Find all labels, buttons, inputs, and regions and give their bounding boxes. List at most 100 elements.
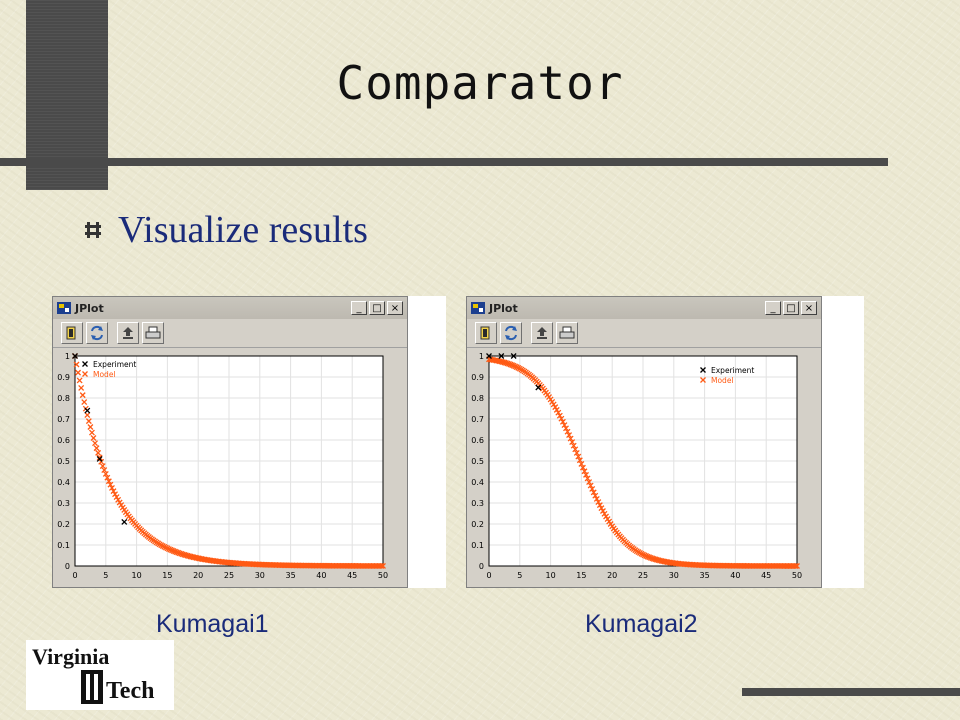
model-point — [589, 486, 596, 492]
x-tick-label: 15 — [162, 571, 172, 580]
model-point — [644, 553, 651, 560]
plot-area: 0 5 10 15 20 25 30 35 40 45 50 0 0.1 0.2 0.3 0.4 0.5 0.6 0… — [467, 348, 821, 587]
window-titlebar[interactable]: JPlot _ □ × — [467, 297, 821, 319]
model-point — [73, 361, 80, 368]
model-point — [380, 562, 386, 569]
x-tick-label: 50 — [792, 571, 802, 580]
model-point — [579, 464, 586, 471]
model-point — [570, 442, 577, 449]
model-point — [96, 454, 103, 461]
export-icon — [537, 327, 547, 339]
x-tick-label: 20 — [193, 571, 203, 580]
experiment-point — [84, 407, 91, 414]
experiment-point — [486, 353, 492, 359]
model-point — [566, 432, 573, 439]
screenshot-backdrop — [408, 296, 446, 588]
model-point — [378, 562, 385, 569]
model-point — [595, 499, 602, 506]
model-point — [590, 489, 597, 496]
model-point — [600, 508, 606, 514]
maximize-button[interactable]: □ — [783, 301, 799, 315]
model-point — [598, 505, 605, 512]
experiment-point — [498, 353, 505, 359]
y-tick-label: 0 — [65, 562, 70, 571]
legend-label-experiment: Experiment — [93, 360, 136, 369]
caption-kumagai1: Kumagai1 — [156, 610, 269, 638]
close-button[interactable]: × — [387, 301, 403, 315]
model-point — [563, 425, 569, 432]
export-button[interactable] — [531, 322, 553, 344]
x-tick-label: 25 — [224, 571, 234, 580]
minimize-button[interactable]: _ — [765, 301, 781, 315]
legend-marker-model — [82, 371, 88, 377]
model-point — [95, 449, 102, 456]
refresh-button[interactable] — [86, 322, 108, 344]
export-button[interactable] — [117, 322, 139, 344]
model-point — [78, 384, 85, 391]
model-point — [88, 429, 95, 436]
plot-area: 0 5 10 15 20 25 30 35 40 45 50 0 0.1 0.2 0.3 0.4 0.5 0.6 0… — [53, 348, 407, 587]
x-tick-label: 10 — [546, 571, 556, 580]
model-point — [596, 502, 603, 509]
plot-chart-kumagai1: 0 5 10 15 20 25 30 35 40 45 50 0 0.1 0.2 0.3 0.4 0.5 0.6 0… — [57, 352, 388, 580]
legend-label-experiment: Experiment — [711, 366, 754, 375]
y-tick-label: 0.2 — [471, 520, 484, 529]
jplot-window-2[interactable]: JPlot _ □ × 0 5 10 15 20 25 30 35 40 45 50 0 0.1 0.2 0… — [466, 296, 822, 588]
model-point — [586, 479, 593, 485]
model-point — [553, 406, 560, 413]
model-point — [105, 478, 112, 485]
y-tick-label: 0.6 — [57, 436, 70, 445]
model-point — [567, 435, 574, 442]
close-button[interactable]: × — [801, 301, 817, 315]
decorative-bottom-line — [742, 688, 960, 696]
window-title: JPlot — [489, 301, 518, 315]
model-point — [75, 369, 82, 376]
bullet-text: Visualize results — [118, 209, 368, 251]
refresh-icon — [505, 325, 517, 341]
minimize-button[interactable]: _ — [351, 301, 367, 315]
model-point — [592, 492, 599, 499]
model-point — [558, 415, 565, 422]
legend-marker-experiment — [700, 367, 706, 373]
model-point — [561, 422, 568, 428]
model-point — [583, 471, 589, 478]
window-toolbar — [53, 319, 407, 348]
print-button[interactable] — [142, 322, 164, 344]
jplot-app-icon — [57, 302, 71, 314]
caption-kumagai2: Kumagai2 — [585, 610, 698, 638]
y-tick-label: 0.1 — [471, 541, 484, 550]
model-point — [584, 475, 591, 482]
y-tick-label: 0.6 — [471, 436, 484, 445]
x-tick-label: 0 — [486, 571, 491, 580]
open-button[interactable] — [475, 322, 497, 344]
model-series — [486, 356, 800, 569]
y-tick-label: 0.3 — [471, 499, 484, 508]
x-tick-label: 5 — [103, 571, 108, 580]
plot-chart-kumagai2: 0 5 10 15 20 25 30 35 40 45 50 0 0.1 0.2 0.3 0.4 0.5 0.6 0… — [471, 352, 802, 580]
x-tick-label: 35 — [286, 571, 296, 580]
model-point — [98, 458, 105, 465]
maximize-button[interactable]: □ — [369, 301, 385, 315]
model-point — [555, 409, 562, 416]
x-tick-label: 20 — [607, 571, 617, 580]
x-tick-label: 10 — [132, 571, 142, 580]
model-point — [794, 563, 800, 569]
window-titlebar[interactable]: JPlot _ □ × — [53, 297, 407, 319]
jplot-app-icon — [471, 302, 485, 314]
model-point — [581, 468, 588, 475]
model-point — [92, 440, 98, 447]
refresh-button[interactable] — [500, 322, 522, 344]
model-point — [101, 467, 108, 474]
model-point — [792, 563, 799, 569]
experiment-point — [72, 353, 78, 359]
open-button[interactable] — [61, 322, 83, 344]
window-toolbar — [467, 319, 821, 348]
print-button[interactable] — [556, 322, 578, 344]
y-tick-label: 0.5 — [471, 457, 484, 466]
jplot-window-1[interactable]: JPlot _ □ × 0 5 10 15 20 25 30 35 40 45 50 0 0.1 0.2 0… — [52, 296, 408, 588]
model-point — [564, 428, 571, 435]
model-point — [79, 392, 86, 399]
model-point — [573, 449, 580, 456]
experiment-series — [486, 353, 542, 391]
window-title: JPlot — [75, 301, 104, 315]
